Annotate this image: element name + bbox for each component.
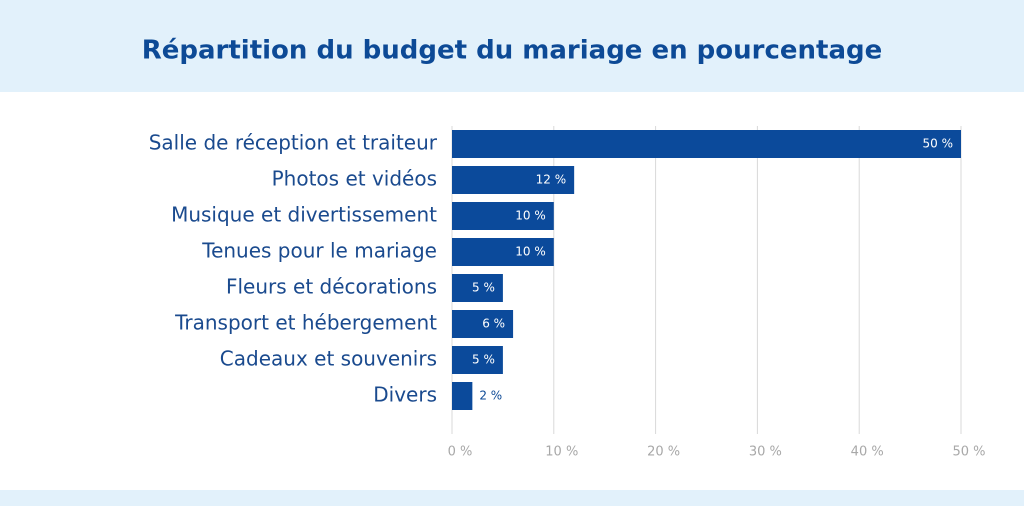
value-label: 12 %	[536, 173, 567, 187]
y-tick-label: Divers	[373, 383, 437, 407]
bar	[452, 274, 503, 302]
footer-band	[0, 490, 1024, 506]
bar	[452, 382, 473, 410]
x-tick-label: 30 %	[749, 445, 782, 460]
value-label: 10 %	[515, 245, 546, 259]
y-tick-label: Salle de réception et traiteur	[149, 131, 438, 155]
chart-title: Répartition du budget du mariage en pour…	[142, 36, 883, 66]
value-label: 10 %	[515, 209, 546, 223]
y-tick-label: Fleurs et décorations	[226, 275, 437, 299]
y-tick-label: Cadeaux et souvenirs	[220, 347, 437, 371]
x-tick-label: 20 %	[647, 445, 680, 460]
y-tick-label: Tenues pour le mariage	[201, 239, 437, 263]
value-label: 50 %	[923, 137, 954, 151]
x-tick-label: 10 %	[545, 445, 578, 460]
value-label: 5 %	[472, 281, 495, 295]
value-label: 6 %	[482, 317, 505, 331]
bar	[452, 130, 961, 158]
value-label: 5 %	[472, 353, 495, 367]
bar	[452, 238, 554, 266]
bar	[452, 346, 503, 374]
x-tick-label: 50 %	[952, 445, 985, 460]
bar	[452, 166, 575, 194]
value-label: 2 %	[479, 389, 502, 403]
y-tick-label: Photos et vidéos	[272, 167, 437, 191]
x-tick-label: 0 %	[448, 445, 473, 460]
x-tick-label: 40 %	[851, 445, 884, 460]
header-band	[0, 0, 1024, 92]
bar	[452, 202, 554, 230]
y-tick-label: Transport et hébergement	[174, 311, 437, 335]
y-tick-label: Musique et divertissement	[171, 203, 437, 227]
bar	[452, 310, 514, 338]
